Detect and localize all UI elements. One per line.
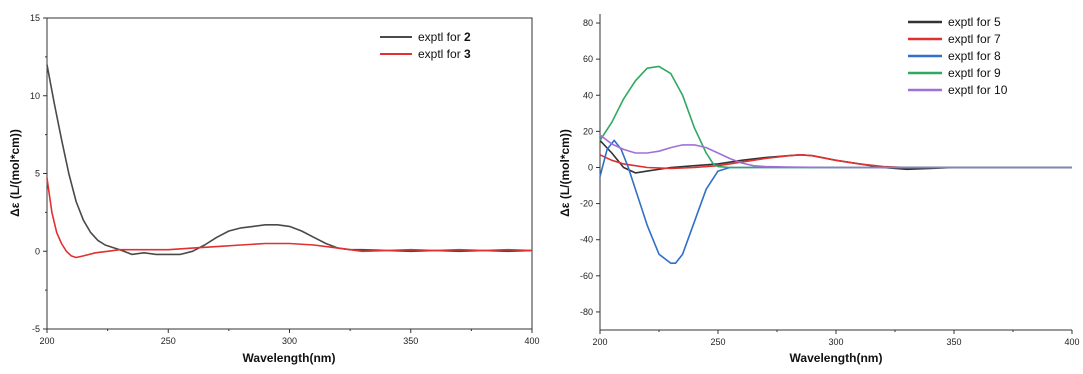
- y-tick-label: -20: [580, 199, 593, 209]
- legend-left: exptl for 2 exptl for 3: [380, 30, 471, 61]
- y-tick-label: -80: [580, 307, 593, 317]
- series-lines-left: [46, 64, 533, 259]
- x-tick-label: 350: [946, 337, 961, 347]
- y-tick-label: 0: [35, 246, 40, 256]
- series-line-4: [599, 65, 1072, 169]
- x-tick-label: 300: [282, 336, 297, 346]
- legend-right: exptl for 5 exptl for 7 exptl for 8 exptl f…: [908, 15, 1008, 97]
- y-tick-label: 80: [583, 18, 593, 28]
- y-axis-label-right: Δε (L/(mol*cm)): [558, 129, 572, 217]
- x-tick-label: 250: [161, 336, 176, 346]
- y-tick-label: 20: [583, 126, 593, 136]
- plot-frame-left: [46, 17, 533, 330]
- series-lines-right: [599, 65, 1072, 265]
- x-ticks-right: 200 250 300 350 400: [592, 330, 1080, 347]
- y-tick-label: 15: [30, 13, 40, 23]
- y-tick-label: 10: [30, 91, 40, 101]
- x-axis-label-left: Wavelength(nm): [243, 351, 336, 365]
- x-tick-label: 400: [524, 336, 539, 346]
- y-ticks-right: -80 -60 -40 -20 0 20 40 60 80: [580, 18, 600, 317]
- legend-entry: exptl for 9: [948, 66, 1001, 80]
- x-axis-label-right: Wavelength(nm): [790, 351, 883, 365]
- x-ticks-left: 200 250 300 350 400: [39, 329, 540, 346]
- legend-entry: exptl for 7: [948, 32, 1001, 46]
- x-tick-label: 250: [710, 337, 725, 347]
- x-tick-label: 350: [403, 336, 418, 346]
- y-tick-label: -40: [580, 235, 593, 245]
- y-tick-label: -5: [32, 324, 40, 334]
- series-line-2: [46, 178, 533, 259]
- legend-entry-3: exptl for 3: [418, 47, 471, 61]
- series-line-1: [46, 64, 533, 256]
- x-tick-label: 200: [39, 336, 54, 346]
- y-ticks-left: -5 0 5 10 15: [30, 13, 47, 334]
- legend-entry: exptl for 10: [948, 83, 1008, 97]
- y-tick-label: 40: [583, 90, 593, 100]
- chart-right: 200 250 300 350 400 -80 -60 -40 -20 0 20 40 60 80 Wa…: [558, 14, 1080, 365]
- x-tick-label: 300: [828, 337, 843, 347]
- series-line-2: [599, 154, 1072, 170]
- x-tick-label: 400: [1064, 337, 1079, 347]
- legend-entry: exptl for 5: [948, 15, 1001, 29]
- series-line-3: [599, 139, 1072, 265]
- y-tick-label: 5: [35, 169, 40, 179]
- legend-entry-2: exptl for 2: [418, 30, 471, 44]
- y-tick-label: -60: [580, 271, 593, 281]
- y-axis-label-left: Δε (L/(mol*cm)): [8, 129, 22, 217]
- x-tick-label: 200: [592, 337, 607, 347]
- series-line-5: [599, 134, 1072, 169]
- y-tick-label: 0: [588, 162, 593, 172]
- y-tick-label: 60: [583, 54, 593, 64]
- legend-entry: exptl for 8: [948, 49, 1001, 63]
